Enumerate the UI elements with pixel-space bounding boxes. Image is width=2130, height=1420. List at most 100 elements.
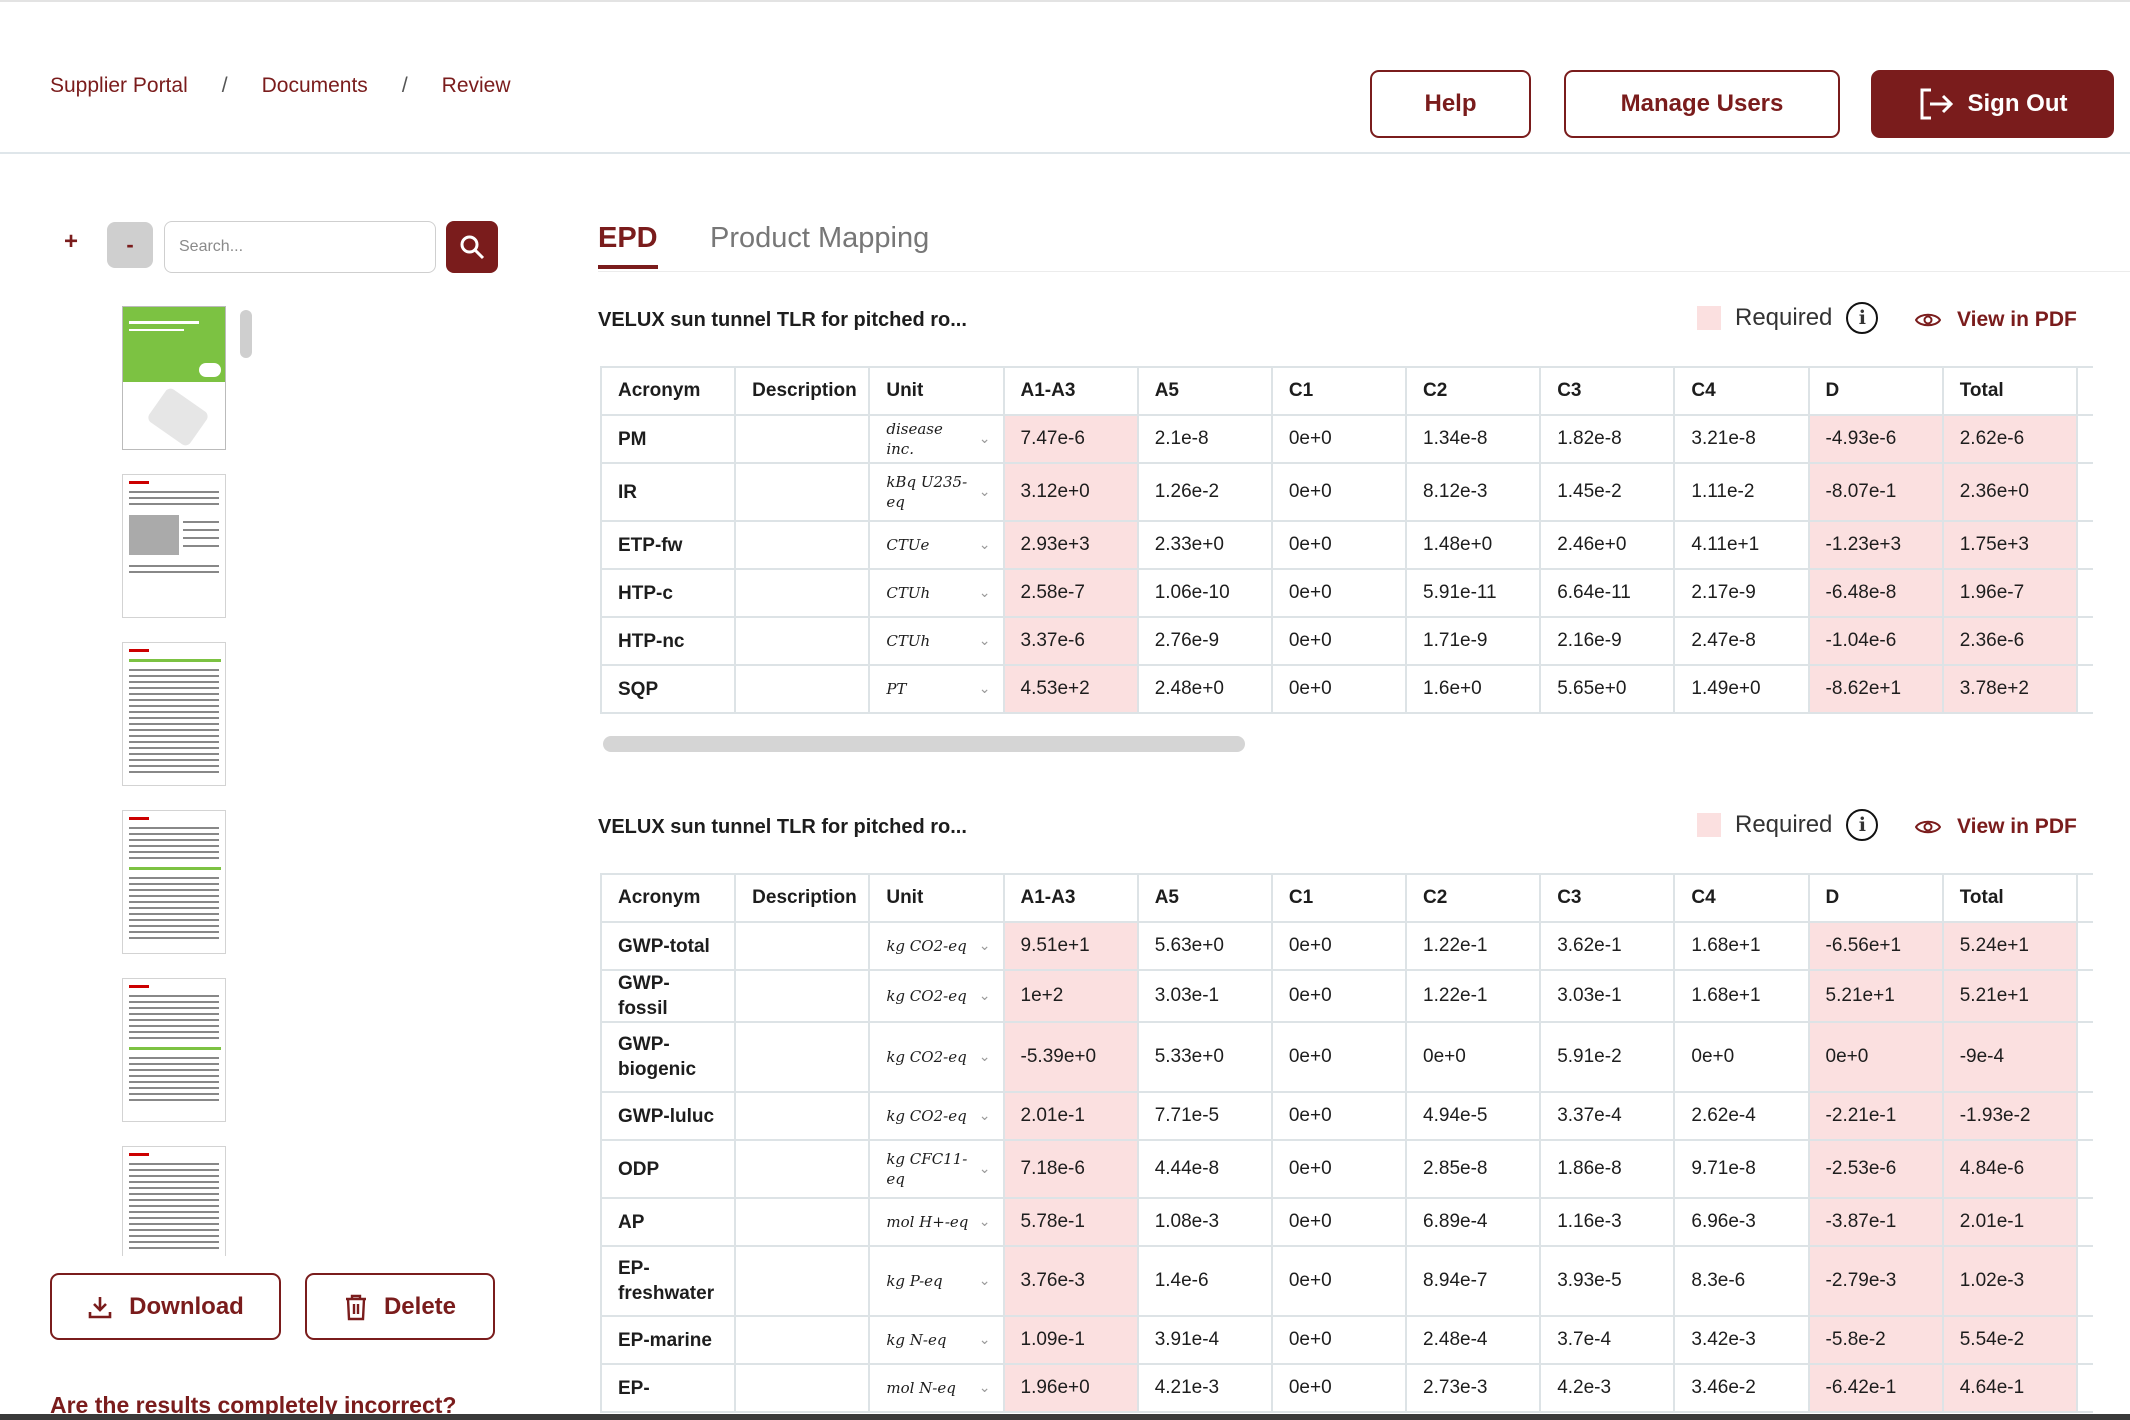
value-cell[interactable]: 1.22e-1 <box>1405 921 1542 971</box>
value-cell[interactable]: 4.11e+1 <box>1673 520 1810 570</box>
value-cell[interactable]: -3.87e-1 <box>1807 1197 1944 1247</box>
unit-select[interactable]: mol H+-eq ⌄ <box>868 1197 1005 1247</box>
value-cell[interactable]: 0e+0 <box>1270 568 1408 618</box>
download-button[interactable]: Download <box>50 1273 281 1340</box>
info-icon[interactable]: i <box>1846 809 1879 841</box>
zoom-out-button[interactable]: - <box>107 222 153 268</box>
value-cell[interactable]: 3.3 <box>2075 616 2093 666</box>
value-cell[interactable]: 0e+0 <box>1405 1021 1542 1093</box>
value-cell[interactable]: 1.6e+0 <box>1405 664 1542 714</box>
value-cell[interactable]: 5.7 <box>2075 1197 2093 1247</box>
value-cell[interactable]: 2.48e-4 <box>1405 1315 1542 1365</box>
unit-select[interactable]: kg P-eq ⌄ <box>868 1245 1005 1317</box>
value-cell[interactable]: 3.1 <box>2075 462 2093 522</box>
breadcrumb-supplier-portal[interactable]: Supplier Portal <box>50 74 188 97</box>
unit-select[interactable]: CTUh ⌄ <box>868 616 1005 666</box>
value-cell[interactable]: 3.46e-2 <box>1673 1363 1810 1413</box>
value-cell[interactable]: -1.93e-2 <box>1941 1091 2078 1141</box>
value-cell[interactable]: -4.93e-6 <box>1807 414 1944 464</box>
value-cell[interactable]: 2.33e+0 <box>1136 520 1273 570</box>
view-in-pdf-link[interactable]: View in PDF <box>1915 308 2077 332</box>
unit-select[interactable]: CTUh ⌄ <box>868 568 1005 618</box>
value-cell[interactable]: 1e+2 <box>1002 969 1139 1023</box>
info-icon[interactable]: i <box>1846 302 1879 334</box>
description-cell[interactable] <box>734 1021 871 1093</box>
value-cell[interactable]: 0e+0 <box>1270 520 1408 570</box>
tab-epd[interactable]: EPD <box>598 222 658 269</box>
value-cell[interactable]: -1.23e+3 <box>1807 520 1944 570</box>
description-cell[interactable] <box>734 414 871 464</box>
unit-select[interactable]: disease inc. ⌄ <box>868 414 1005 464</box>
value-cell[interactable]: 5.91e-11 <box>1405 568 1542 618</box>
value-cell[interactable]: 1e <box>2075 969 2093 1023</box>
value-cell[interactable]: 2.5 <box>2075 568 2093 618</box>
value-cell[interactable]: 1.08e-3 <box>1136 1197 1273 1247</box>
value-cell[interactable]: 3.78e+2 <box>1941 664 2078 714</box>
thumbnail-scrollbar[interactable] <box>240 310 252 358</box>
value-cell[interactable]: -6 <box>2075 1021 2093 1093</box>
description-cell[interactable] <box>734 1245 871 1317</box>
value-cell[interactable]: 1.4e-6 <box>1136 1245 1273 1317</box>
unit-select[interactable]: kg CFC11-eq ⌄ <box>868 1139 1005 1199</box>
unit-select[interactable]: CTUe ⌄ <box>868 520 1005 570</box>
value-cell[interactable]: 4.53e+2 <box>1002 664 1139 714</box>
value-cell[interactable]: 0e+0 <box>1270 1091 1408 1141</box>
description-cell[interactable] <box>734 616 871 666</box>
value-cell[interactable]: 1.86e-8 <box>1539 1139 1676 1199</box>
value-cell[interactable]: -8.62e+1 <box>1807 664 1944 714</box>
unit-select[interactable]: mol N-eq ⌄ <box>868 1363 1005 1413</box>
value-cell[interactable]: -5.39e+0 <box>1002 1021 1139 1093</box>
value-cell[interactable]: -6.56e+1 <box>1807 921 1944 971</box>
value-cell[interactable]: 2.58e-7 <box>1002 568 1139 618</box>
value-cell[interactable]: 3.03e-1 <box>1539 969 1676 1023</box>
value-cell[interactable]: 5.24e+1 <box>1941 921 2078 971</box>
value-cell[interactable]: 2.93e+3 <box>1002 520 1139 570</box>
value-cell[interactable]: 3.62e-1 <box>1539 921 1676 971</box>
value-cell[interactable]: 0e+0 <box>1270 969 1408 1023</box>
value-cell[interactable]: 1.26e-2 <box>1136 462 1273 522</box>
value-cell[interactable]: 1.68e+1 <box>1673 921 1810 971</box>
value-cell[interactable]: -2.79e-3 <box>1807 1245 1944 1317</box>
value-cell[interactable]: 2.73e-3 <box>1405 1363 1542 1413</box>
value-cell[interactable]: 1.49e+0 <box>1673 664 1810 714</box>
value-cell[interactable]: -2.53e-6 <box>1807 1139 1944 1199</box>
page-thumbnail[interactable] <box>122 978 226 1122</box>
value-cell[interactable]: 1.68e+1 <box>1673 969 1810 1023</box>
value-cell[interactable]: 7.18e-6 <box>1002 1139 1139 1199</box>
value-cell[interactable]: 1.96e+0 <box>1002 1363 1139 1413</box>
unit-select[interactable]: kg CO2-eq ⌄ <box>868 921 1005 971</box>
value-cell[interactable]: 1.75e+3 <box>1941 520 2078 570</box>
value-cell[interactable]: -8.07e-1 <box>1807 462 1944 522</box>
value-cell[interactable]: -9e-4 <box>1941 1021 2078 1093</box>
value-cell[interactable]: 3.7e-4 <box>1539 1315 1676 1365</box>
value-cell[interactable]: 3.37e-4 <box>1539 1091 1676 1141</box>
value-cell[interactable]: 5.54e-2 <box>1941 1315 2078 1365</box>
description-cell[interactable] <box>734 1197 871 1247</box>
unit-select[interactable]: kg CO2-eq ⌄ <box>868 1091 1005 1141</box>
value-cell[interactable]: 0e+0 <box>1270 1315 1408 1365</box>
search-button[interactable] <box>446 221 498 273</box>
value-cell[interactable]: 4.44e-8 <box>1136 1139 1273 1199</box>
value-cell[interactable]: 1.0 <box>2075 1315 2093 1365</box>
value-cell[interactable]: 4.21e-3 <box>1136 1363 1273 1413</box>
value-cell[interactable]: 8.94e-7 <box>1405 1245 1542 1317</box>
value-cell[interactable]: 7.71e-5 <box>1136 1091 1273 1141</box>
description-cell[interactable] <box>734 1363 871 1413</box>
unit-select[interactable]: kBq U235-eq ⌄ <box>868 462 1005 522</box>
value-cell[interactable]: 2.16e-9 <box>1539 616 1676 666</box>
description-cell[interactable] <box>734 1091 871 1141</box>
value-cell[interactable]: 3.93e-5 <box>1539 1245 1676 1317</box>
value-cell[interactable]: 2.85e-8 <box>1405 1139 1542 1199</box>
value-cell[interactable]: 2.01e-1 <box>1002 1091 1139 1141</box>
value-cell[interactable]: 2.76e-9 <box>1136 616 1273 666</box>
page-thumbnail[interactable] <box>122 1146 226 1256</box>
value-cell[interactable]: 1.09e-1 <box>1002 1315 1139 1365</box>
zoom-in-button[interactable]: + <box>64 228 79 255</box>
value-cell[interactable]: -1.04e-6 <box>1807 616 1944 666</box>
value-cell[interactable]: 5.91e-2 <box>1539 1021 1676 1093</box>
value-cell[interactable]: 2.36e+0 <box>1941 462 2078 522</box>
page-thumbnail[interactable] <box>122 474 226 618</box>
value-cell[interactable]: 2.46e+0 <box>1539 520 1676 570</box>
value-cell[interactable]: 3.42e-3 <box>1673 1315 1810 1365</box>
value-cell[interactable]: 7.4 <box>2075 414 2093 464</box>
